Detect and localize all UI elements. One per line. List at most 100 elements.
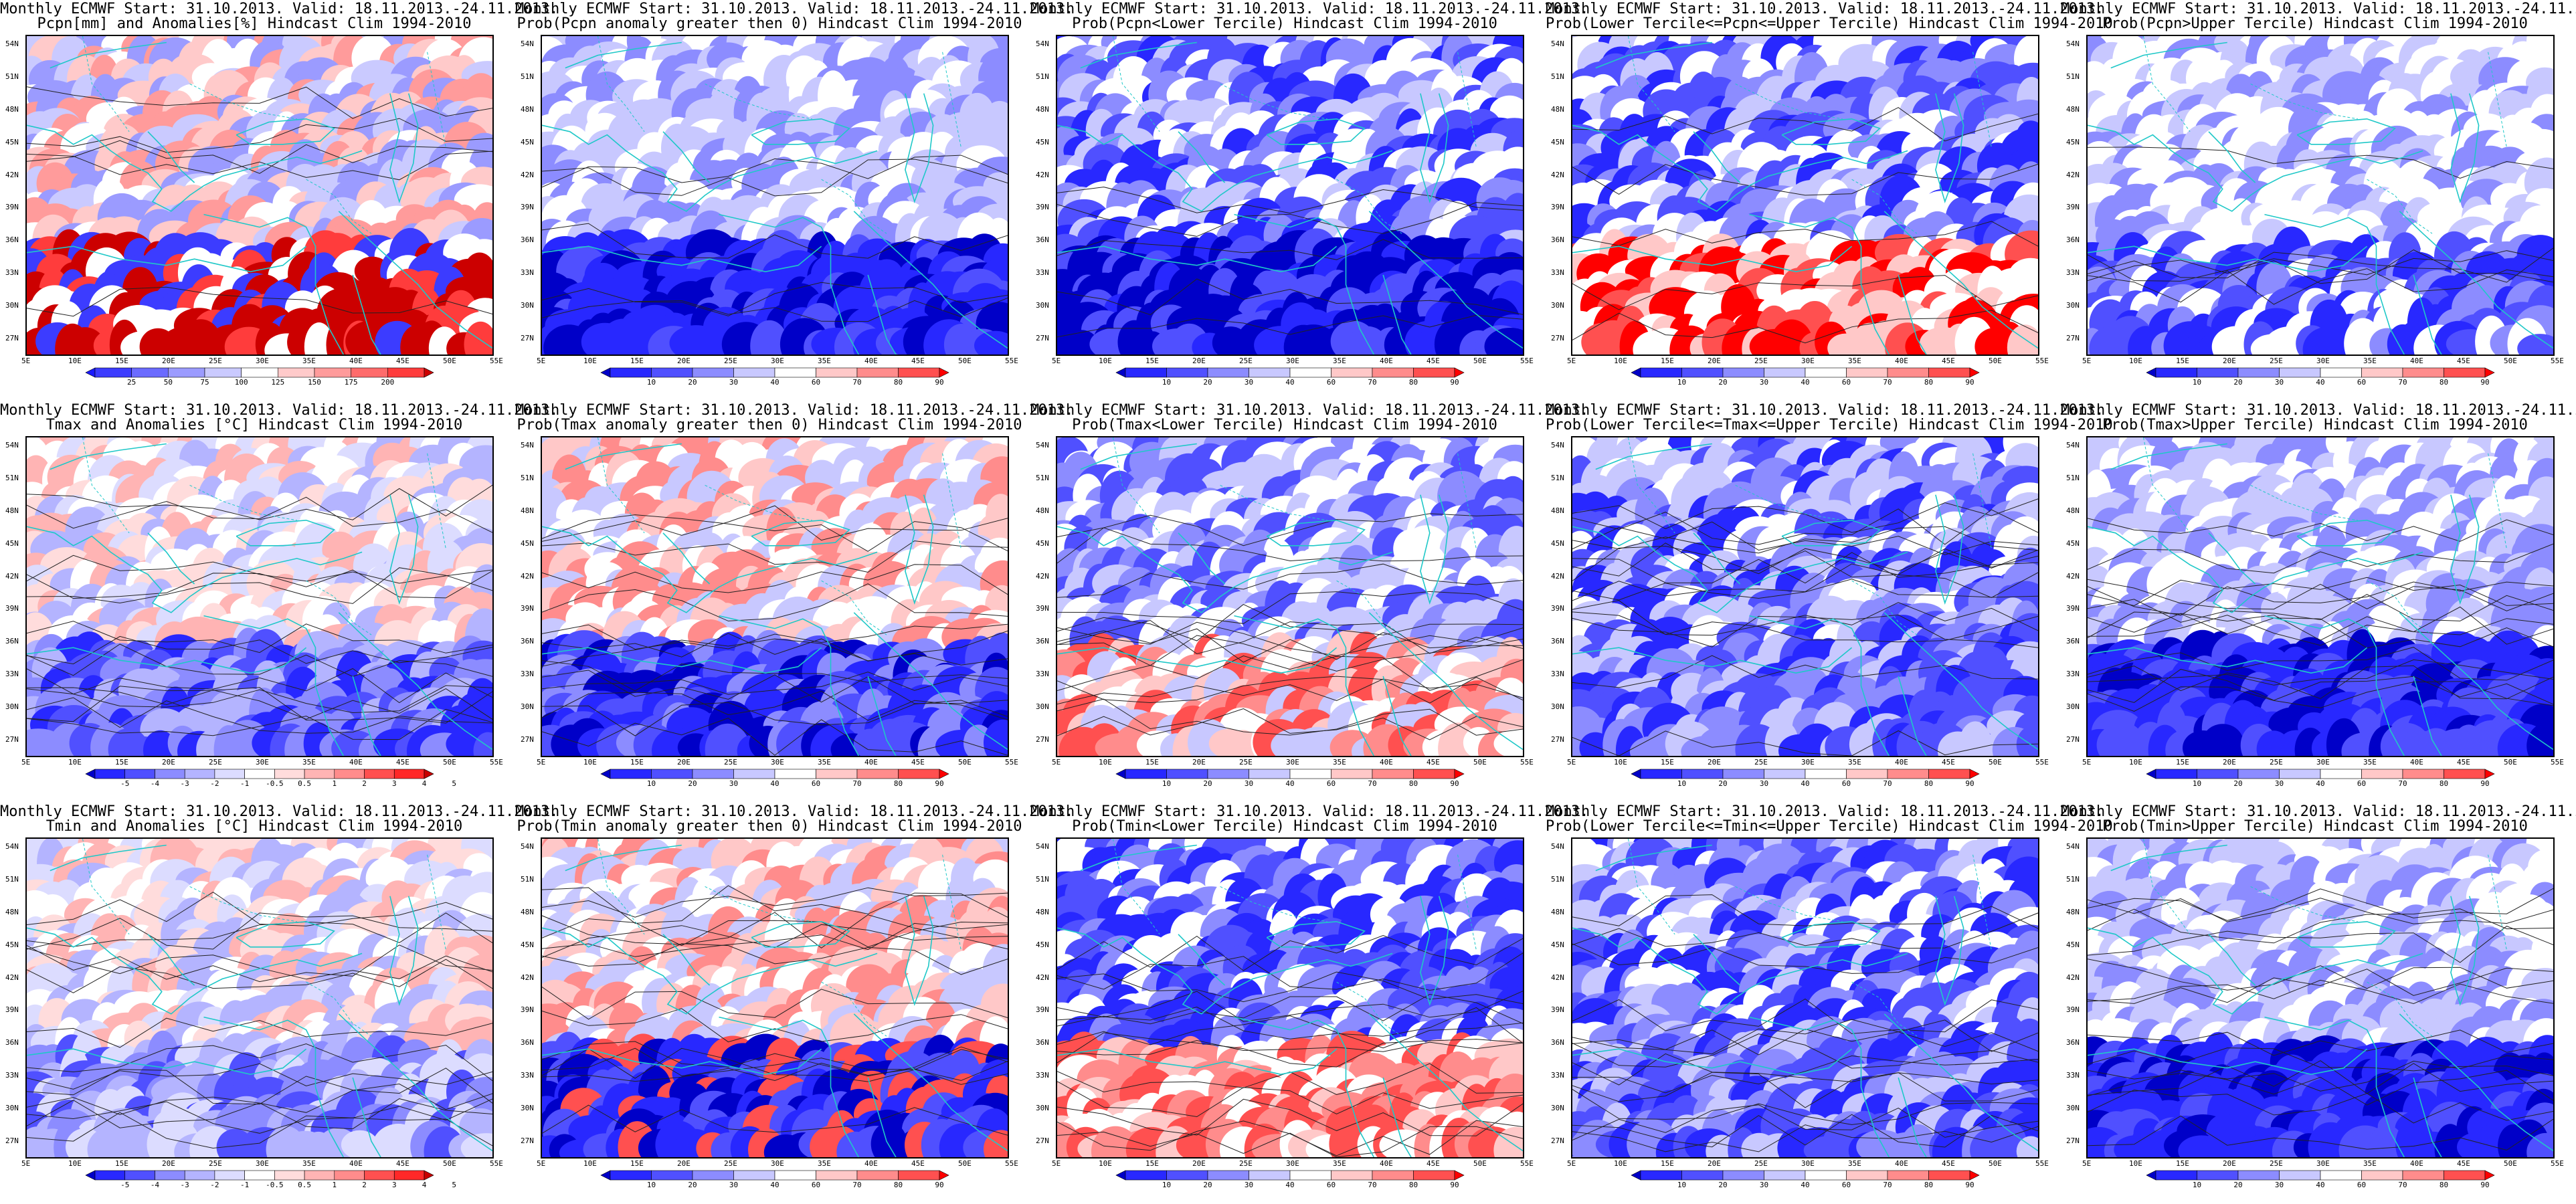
lat-tick-label: 51N (1036, 473, 1049, 482)
panel-title-line1: Monthly ECMWF Start: 31.10.2013. Valid: … (0, 402, 559, 419)
colorbar-swatch (85, 367, 96, 378)
lat-tick-label: 51N (5, 72, 19, 81)
map-panel-p4: Monthly ECMWF Start: 31.10.2013. Valid: … (1546, 0, 2113, 395)
coastline (867, 274, 897, 355)
colorbar-label: 30 (729, 378, 739, 387)
lat-tick-label: 30N (521, 301, 534, 310)
lat-tick-label: 54N (1551, 39, 1564, 48)
contour-line (27, 118, 492, 153)
colorbar-swatch (204, 367, 242, 378)
lat-tick-label: 33N (1036, 670, 1049, 679)
map-field-svg (542, 437, 1008, 756)
lon-tick-label: 50E (1989, 357, 2002, 365)
colorbar (600, 769, 949, 779)
lat-tick-label: 48N (521, 506, 534, 515)
lat-tick-label: 51N (5, 473, 19, 482)
colorbar-label: 90 (1450, 779, 1459, 788)
lat-tick-label: 33N (521, 670, 534, 679)
colorbar-label: 70 (1883, 779, 1892, 788)
colorbar-swatch (241, 367, 278, 378)
lat-tick-label: 51N (2066, 72, 2080, 81)
lat-tick-label: 48N (2066, 104, 2080, 114)
colorbar-swatch (1331, 769, 1373, 779)
colorbar-swatch (1413, 769, 1455, 779)
colorbar-swatch (1125, 367, 1167, 378)
coastline (1935, 93, 1964, 204)
colorbar-swatch (2361, 367, 2403, 378)
lon-tick-label: 40E (1895, 758, 1908, 767)
coastline (338, 211, 492, 349)
lon-tick-label: 55E (2551, 357, 2564, 365)
colorbar-swatch (94, 769, 126, 779)
colorbar-swatch (424, 769, 434, 779)
colorbar-swatch (1764, 367, 1806, 378)
coastline (2208, 131, 2256, 183)
lat-tick-label: 51N (521, 72, 534, 81)
colorbar-label: 5 (452, 779, 457, 788)
lat-tick-label: 45N (1551, 137, 1564, 146)
field-blob (974, 330, 1008, 355)
lon-tick-label: 35E (818, 357, 831, 365)
lon-tick-label: 45E (396, 758, 409, 767)
colorbar-swatch (733, 367, 775, 378)
colorbar-label: 10 (2192, 378, 2202, 387)
colorbar-label: -5 (120, 779, 130, 788)
colorbar-label: 75 (200, 378, 209, 387)
colorbar-label: 40 (2316, 378, 2325, 387)
lat-tick-label: 30N (1036, 301, 1049, 310)
map-field-svg (542, 36, 1008, 355)
lon-tick-label: 20E (677, 758, 691, 767)
coastline (1057, 245, 1338, 273)
colorbar-label: 10 (1162, 378, 1172, 387)
lat-tick-label: 54N (1551, 441, 1564, 449)
coastline (1898, 274, 1927, 355)
lat-tick-label: 42N (1551, 571, 1564, 581)
colorbar-label: 60 (811, 378, 821, 387)
lon-tick-label: 30E (1801, 758, 1815, 767)
colorbar-swatch (1166, 367, 1208, 378)
lat-tick-label: 39N (1551, 203, 1564, 212)
panel-title-line1: Monthly ECMWF Start: 31.10.2013. Valid: … (1546, 1, 2104, 17)
lon-tick-label: 55E (2035, 357, 2049, 365)
colorbar-swatch (1887, 769, 1929, 779)
coastline (905, 93, 934, 204)
lon-tick-label: 30E (1286, 758, 1299, 767)
lon-tick-label: 15E (1661, 357, 1674, 365)
contour-line (542, 223, 1008, 259)
border-line (306, 179, 372, 234)
panel-title-line1: Monthly ECMWF Start: 31.10.2013. Valid: … (2061, 1, 2576, 17)
colorbar-swatch (600, 769, 611, 779)
panel-clim-title: Hindcast Clim 1994-2010 (2324, 15, 2528, 32)
lat-tick-label: 30N (521, 702, 534, 712)
colorbar-swatch (1722, 769, 1764, 779)
lat-tick-label: 42N (5, 170, 19, 179)
panel-variable-title: Prob(Lower Tercile<=Tmax<=Upper Tercile) (1546, 417, 1900, 433)
colorbar-label: 3 (391, 779, 397, 788)
colorbar-swatch (651, 769, 693, 779)
colorbar-svg (1115, 769, 1465, 779)
colorbar-label: 60 (811, 779, 821, 788)
lat-tick-label: 30N (5, 702, 19, 712)
lon-tick-label: 10E (2129, 357, 2142, 365)
panel-title-line2: Tmax and Anomalies [°C] Hindcast Clim 19… (0, 417, 509, 433)
coastline (542, 245, 822, 273)
panel-variable-title: Prob(Lower Tercile<=Pcpn<=Upper Tercile) (1546, 15, 1900, 32)
lat-tick-label: 27N (521, 334, 534, 342)
colorbar (1631, 367, 1980, 378)
coastline (352, 274, 381, 355)
colorbar-label: 20 (688, 378, 697, 387)
colorbar-label: 20 (1203, 779, 1212, 788)
lat-tick-label: 42N (521, 170, 534, 179)
colorbar-swatch (774, 769, 816, 779)
colorbar-label: 80 (2439, 378, 2449, 387)
colorbar-swatch (1115, 769, 1126, 779)
lon-tick-label: 25E (1239, 758, 1253, 767)
colorbar-swatch (610, 769, 652, 779)
lon-tick-label: 10E (1614, 357, 1627, 365)
lat-tick-label: 36N (5, 235, 19, 245)
colorbar-label: 30 (1244, 378, 1254, 387)
lat-tick-label: 54N (1036, 39, 1049, 48)
colorbar-label: 60 (1841, 779, 1851, 788)
lon-tick-label: 55E (2035, 758, 2049, 767)
map-canvas (1571, 35, 2039, 356)
